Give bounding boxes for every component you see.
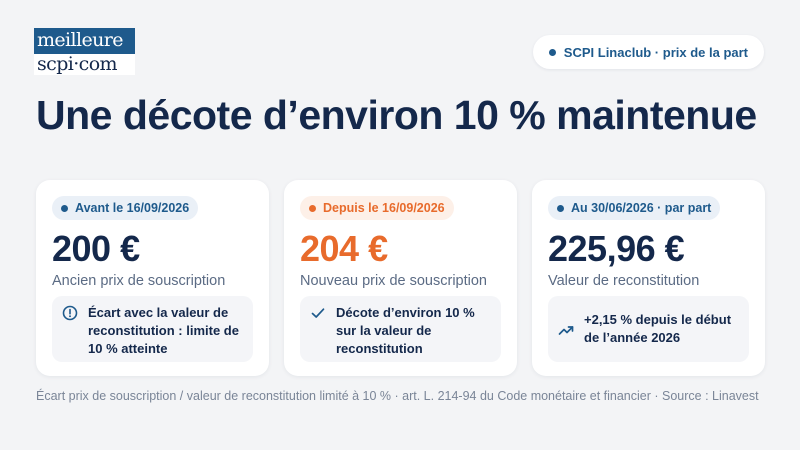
card-badge: Au 30/06/2026 · par part (548, 196, 721, 220)
card-value: 200 € (52, 228, 140, 269)
header-pill-label: SCPI Linaclub · prix de la part (563, 44, 748, 60)
check-icon (311, 308, 325, 318)
card-reconstitution-value: Au 30/06/2026 · par part 225,96 € Valeur… (532, 180, 765, 376)
card-note-text: +2,15 % depuis le début de l’année 2026 (584, 312, 732, 345)
card-note: Écart avec la valeur de reconstitution :… (52, 296, 253, 362)
card-note: Décote d’environ 10 % sur la valeur de r… (300, 296, 501, 362)
card-label: Nouveau prix de souscription (300, 273, 487, 289)
logo-line-1: meilleure (34, 28, 135, 54)
badge-dot-icon (309, 204, 316, 212)
card-new-price: Depuis le 16/09/2026 204 € Nouveau prix … (284, 180, 517, 376)
status-dot-icon (548, 48, 556, 56)
card-value: 204 € (300, 228, 388, 269)
card-note-text: Écart avec la valeur de reconstitution :… (88, 305, 239, 356)
badge-dot-icon (61, 204, 68, 212)
card-badge: Avant le 16/09/2026 (52, 196, 199, 220)
card-note-text: Décote d’environ 10 % sur la valeur de r… (336, 305, 475, 356)
card-label: Valeur de reconstitution (548, 273, 700, 289)
logo-line-2: scpi·com (34, 54, 135, 75)
footer-source-note: Écart prix de souscription / valeur de r… (36, 389, 759, 403)
page-title: Une décote d’environ 10 % maintenue (36, 92, 757, 138)
trend-up-icon (558, 325, 574, 335)
card-badge-label: Depuis le 16/09/2026 (323, 201, 445, 215)
card-badge-label: Au 30/06/2026 · par part (571, 201, 712, 215)
badge-dot-icon (557, 204, 564, 212)
card-badge: Depuis le 16/09/2026 (300, 196, 454, 220)
card-old-price: Avant le 16/09/2026 200 € Ancien prix de… (36, 180, 269, 376)
info-icon (62, 305, 78, 321)
card-note: +2,15 % depuis le début de l’année 2026 (548, 296, 749, 362)
brand-logo: meilleure scpi·com (34, 28, 135, 75)
card-label: Ancien prix de souscription (52, 273, 226, 289)
card-value: 225,96 € (548, 228, 685, 269)
card-badge-label: Avant le 16/09/2026 (75, 201, 190, 215)
header-pill: SCPI Linaclub · prix de la part (532, 35, 764, 69)
